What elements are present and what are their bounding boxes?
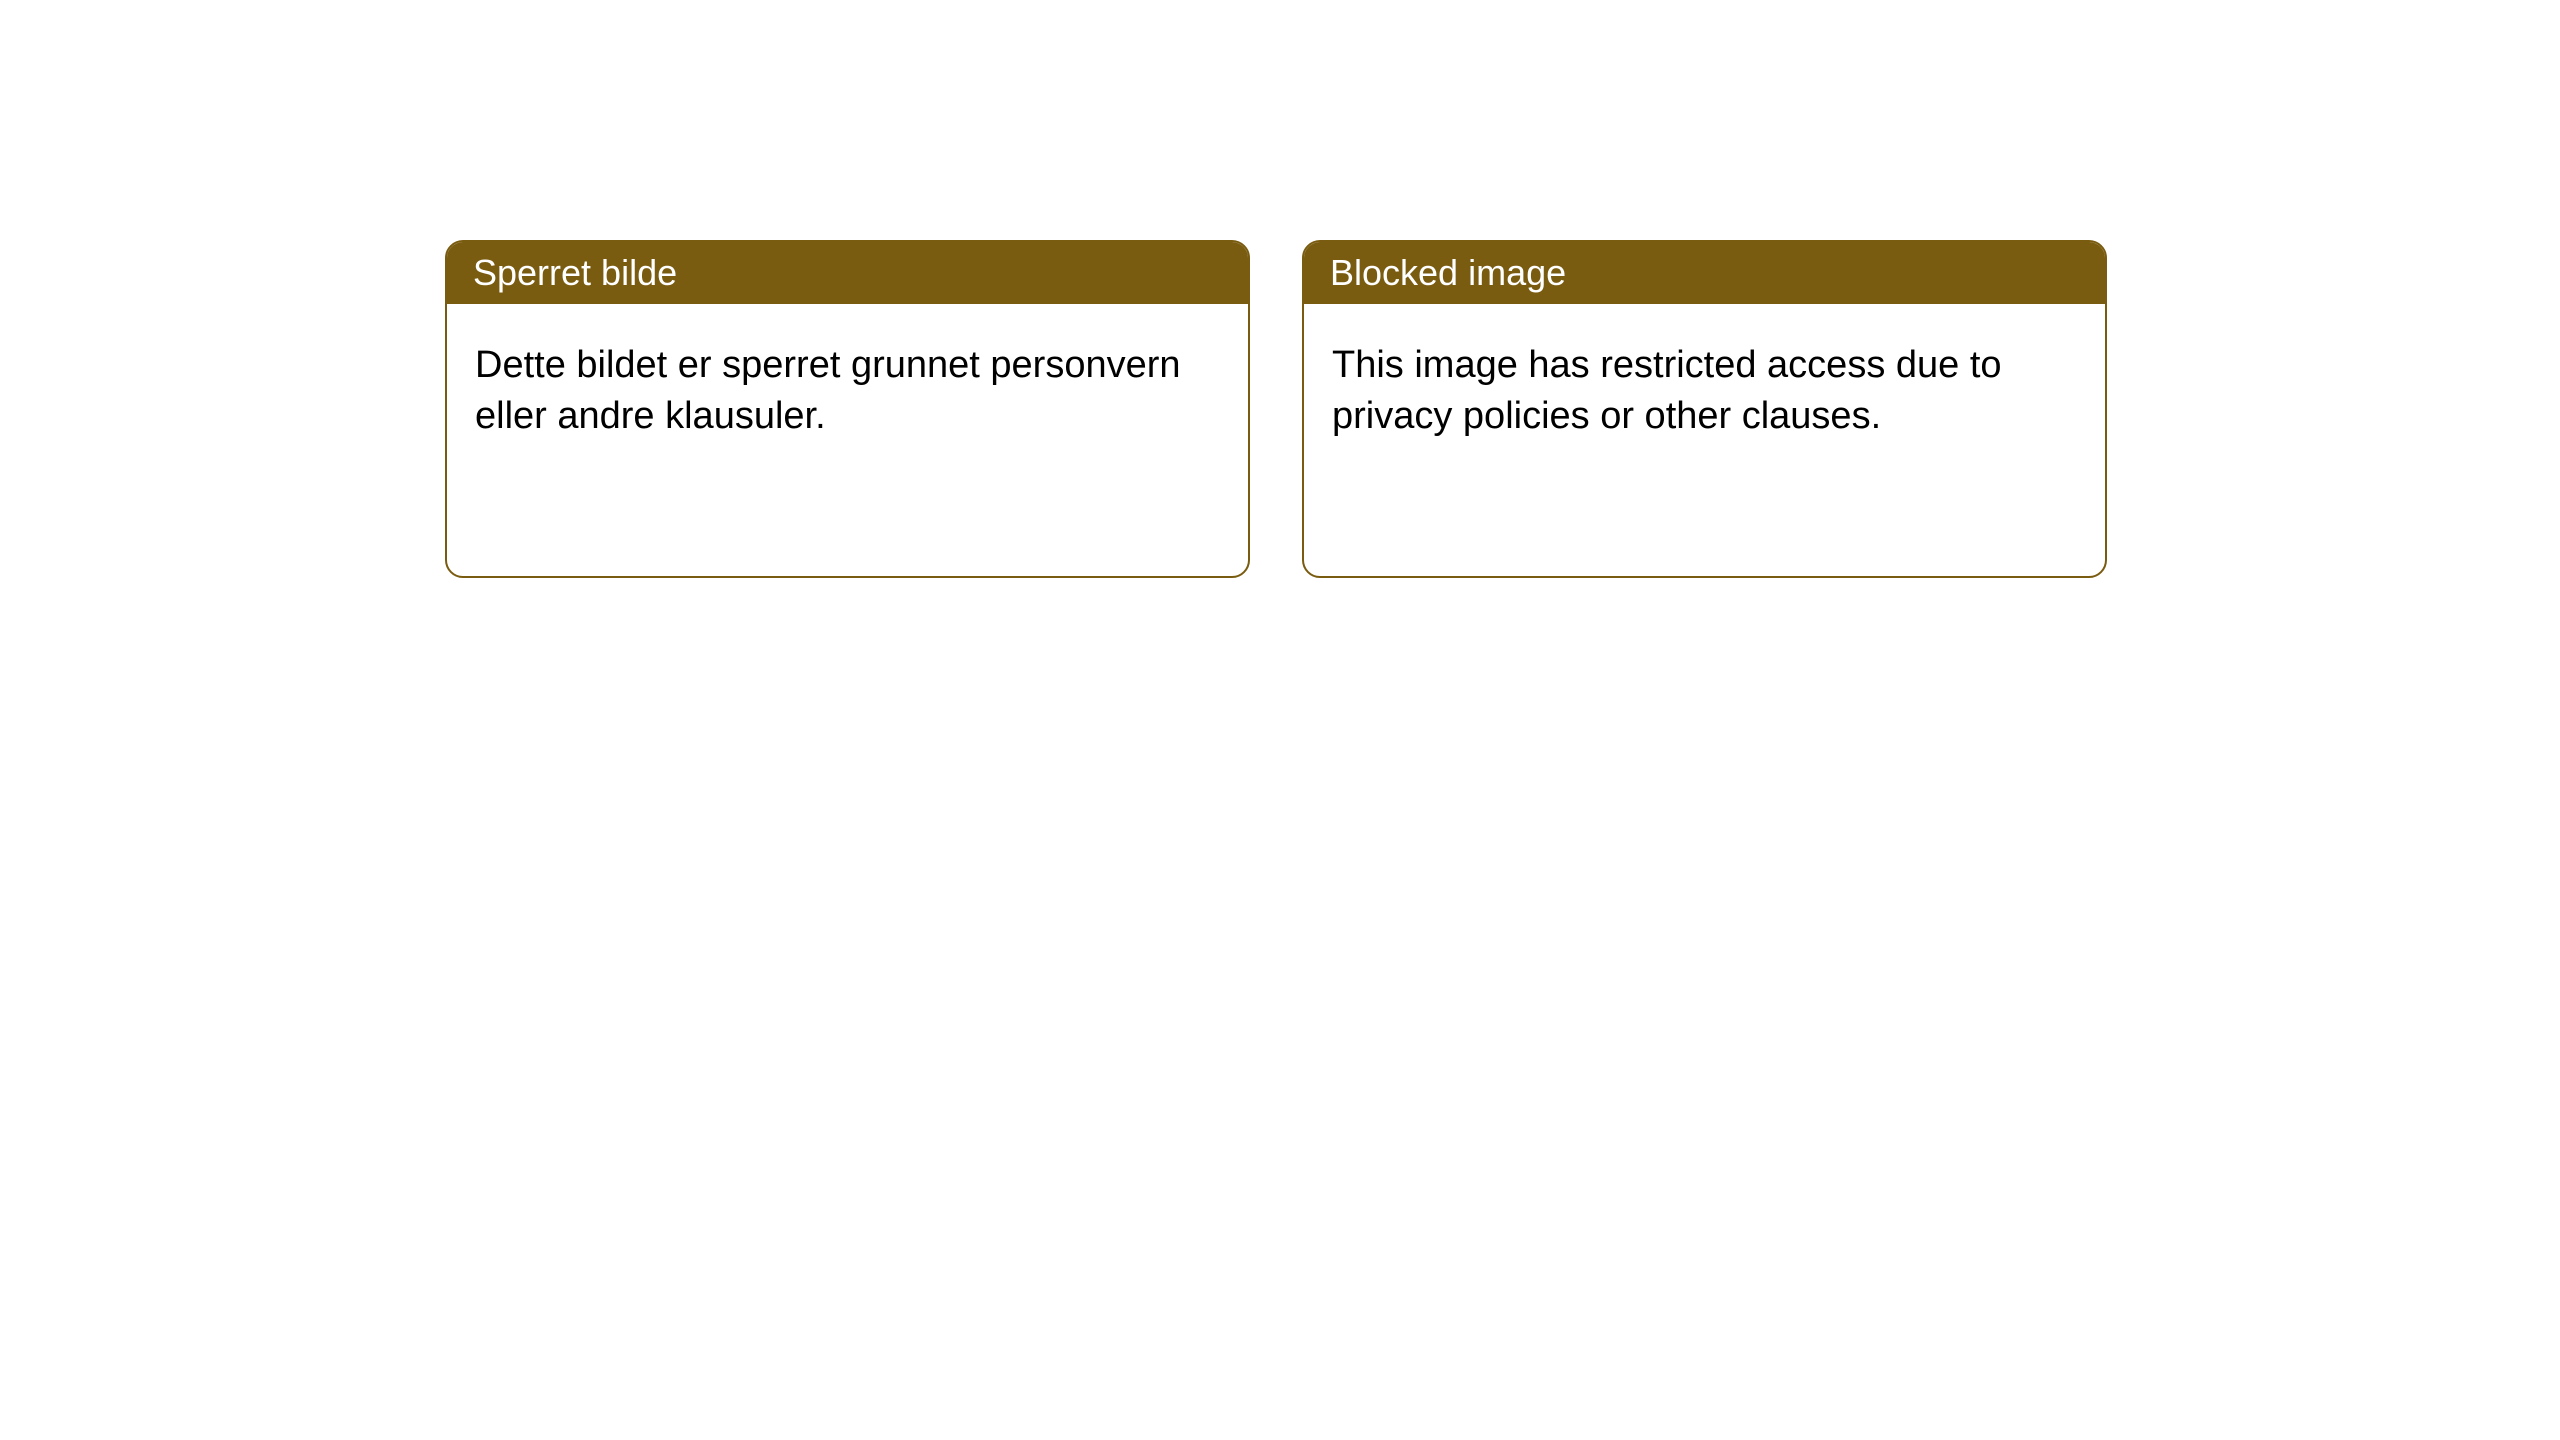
notice-header: Blocked image — [1304, 242, 2105, 304]
notice-body: Dette bildet er sperret grunnet personve… — [447, 304, 1248, 576]
notice-card-english: Blocked image This image has restricted … — [1302, 240, 2107, 578]
notice-card-norwegian: Sperret bilde Dette bildet er sperret gr… — [445, 240, 1250, 578]
notice-container: Sperret bilde Dette bildet er sperret gr… — [0, 0, 2560, 578]
notice-header: Sperret bilde — [447, 242, 1248, 304]
notice-body: This image has restricted access due to … — [1304, 304, 2105, 576]
